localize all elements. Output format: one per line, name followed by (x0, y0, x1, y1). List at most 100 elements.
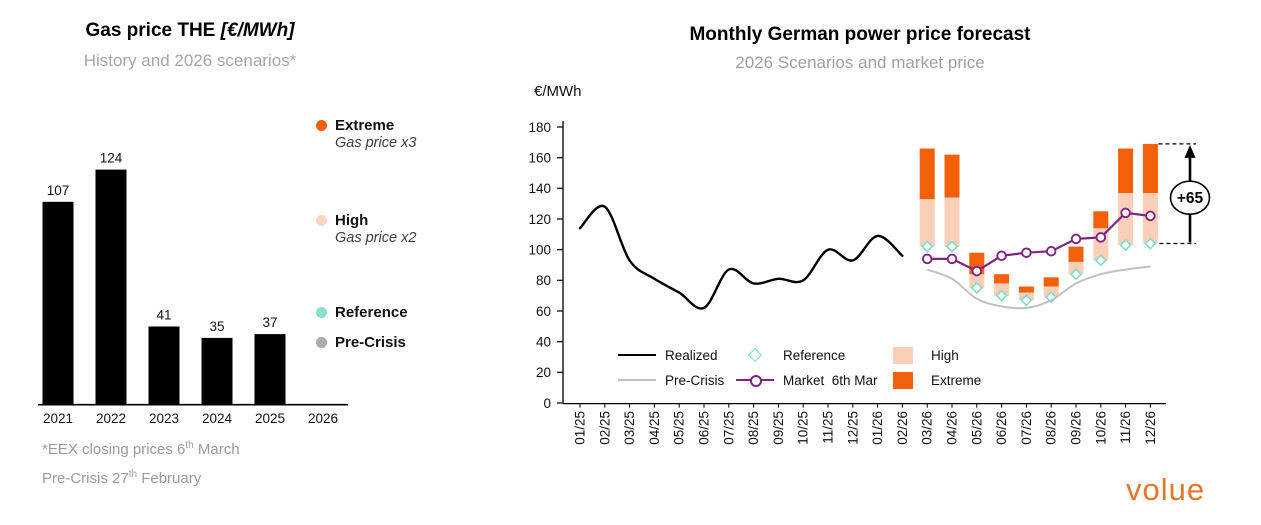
x-tick-label: 12/25 (845, 411, 860, 445)
year-label: 2026 (308, 411, 338, 426)
x-tick-label: 10/25 (796, 411, 811, 445)
bar-2022 (95, 169, 127, 404)
y-tick-label: 20 (536, 365, 551, 380)
extreme-bar (919, 148, 935, 200)
legend-item-pre-crisis: Pre-Crisis (316, 334, 406, 351)
legend-dot-icon (316, 337, 327, 348)
market-marker-icon (1120, 207, 1131, 219)
legend-swatch-line-icon (618, 371, 656, 389)
bar-2021 (42, 201, 74, 404)
y-tick-label: 0 (543, 396, 551, 411)
x-tick-label: 07/25 (721, 411, 736, 445)
legend-item-extreme: Extreme Gas price x3 (316, 117, 416, 153)
scenario-bars (919, 143, 1158, 301)
x-tick-label: 06/25 (697, 411, 712, 445)
reference-diamond-icon (1020, 294, 1033, 307)
market-marker-icon (946, 253, 958, 265)
legend-swatch-line_marker-icon (736, 371, 774, 389)
power-price-forecast-chart: Monthly German power price forecast 2026… (440, 0, 1261, 525)
left-chart-title: Gas price THE [€/MWh] (10, 20, 370, 42)
x-tick-label: 09/25 (771, 411, 786, 445)
footnote-line1: *EEX closing prices 6th March (42, 440, 240, 458)
pre-crisis-line (926, 265, 1151, 310)
legend-sublabel: Gas price x2 (335, 230, 417, 246)
x-tick-label: 04/26 (945, 411, 960, 445)
year-label: 2025 (255, 411, 285, 426)
x-tick-label: 04/25 (647, 411, 662, 445)
x-tick-label: 12/26 (1143, 411, 1158, 445)
x-tick-label: 06/26 (994, 411, 1009, 445)
right-chart-title: Monthly German power price forecast (689, 24, 1031, 45)
x-tick-label: 08/26 (1044, 411, 1059, 445)
market-marker-icon (1095, 232, 1107, 243)
y-tick-label: 140 (528, 181, 551, 196)
legend-label: Market 6th Mar (783, 372, 878, 388)
right-chart-subtitle: 2026 Scenarios and market price (735, 53, 985, 72)
high-bar (1068, 261, 1084, 275)
footnote-line2: Pre-Crisis 27th February (42, 469, 202, 487)
high-bar (969, 274, 985, 288)
annotation-group: +65 (1158, 143, 1211, 245)
year-label: 2023 (149, 411, 179, 426)
y-tick-label: 60 (536, 304, 551, 319)
y-axis-unit-label: €/MWh (534, 83, 582, 100)
legend-item-reference: Reference (316, 304, 408, 321)
legend-item-reference: Reference (736, 346, 884, 364)
legend-swatch-diamond-icon (736, 346, 774, 364)
x-tick-label: 11/26 (1118, 411, 1133, 444)
reference-diamond-icon (921, 240, 934, 253)
legend-label: Extreme (335, 117, 395, 134)
market-marker-icon (1070, 233, 1082, 245)
legend-swatch-line-icon (618, 346, 656, 364)
market-marker-icon (1045, 245, 1057, 257)
y-tick-label: 80 (536, 273, 551, 288)
x-tick-label: 02/26 (895, 411, 910, 445)
extreme-bar (1142, 143, 1158, 193)
extreme-bar (944, 154, 960, 198)
x-tick-label: 03/26 (920, 411, 935, 445)
reference-diamond-icon (1144, 237, 1157, 250)
market-marker-icon (1145, 210, 1156, 222)
bar-2024 (201, 337, 233, 404)
extreme-bar (1068, 246, 1084, 262)
reference-markers (921, 237, 1157, 307)
legend-item-extreme: Extreme (884, 371, 982, 389)
legend-label: High (931, 347, 959, 363)
y-tick-label: 120 (528, 212, 551, 227)
legend-label: High (335, 212, 369, 229)
bar-value-label: 41 (156, 308, 171, 323)
annotation-delta-label: +65 (1177, 190, 1204, 207)
legend-label: Pre-Crisis (335, 334, 406, 351)
year-label: 2022 (96, 411, 126, 426)
bar-value-label: 37 (262, 315, 277, 330)
extreme-bar (1018, 286, 1034, 293)
x-tick-label: 01/26 (870, 411, 885, 445)
footnote: *EEX closing prices 6th March Pre-Crisis… (42, 433, 240, 491)
x-tick-label: 11/25 (821, 411, 836, 444)
extreme-bar (1118, 148, 1134, 193)
y-tick-label: 180 (528, 120, 551, 135)
reference-diamond-icon (1094, 254, 1107, 267)
volue-logo: volue (1126, 472, 1206, 507)
legend-dot-icon (316, 120, 327, 131)
legend-dot-icon (316, 307, 327, 318)
legend-dot-icon (316, 215, 327, 226)
legend-label: Reference (335, 304, 408, 321)
legend-item-pre-crisis: Pre-Crisis (618, 371, 736, 389)
legend-label: Extreme (931, 372, 982, 388)
gas-price-bar-chart: 107 124 41 35 37 2021 2022 2023 2024 2025 2026 (38, 151, 348, 426)
extreme-bar (1093, 211, 1109, 229)
bar-2025 (254, 334, 286, 404)
reference-diamond-icon (1069, 268, 1083, 281)
left-chart-title-main: Gas price THE (85, 20, 216, 41)
x-tick-label: 03/25 (622, 411, 637, 445)
market-marker-icon (996, 250, 1007, 262)
realized-line (578, 204, 904, 310)
bar-value-label: 124 (100, 151, 123, 166)
high-bar (919, 199, 935, 247)
bar-value-label: 35 (209, 319, 224, 334)
reference-diamond-icon (1119, 238, 1132, 252)
market-marker-icon (921, 253, 933, 265)
